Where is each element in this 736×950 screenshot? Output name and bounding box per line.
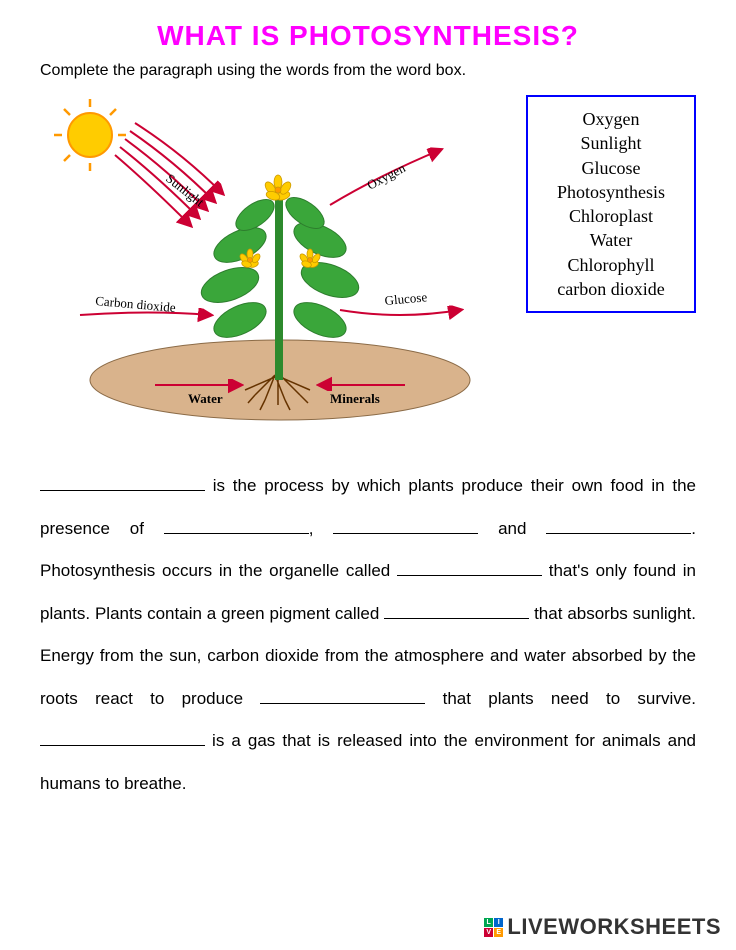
wordbox-item: Photosynthesis bbox=[536, 180, 686, 204]
instructions-text: Complete the paragraph using the words f… bbox=[40, 62, 696, 80]
label-water: Water bbox=[188, 391, 223, 406]
wordbox-item: Glucose bbox=[536, 156, 686, 180]
blank-6[interactable] bbox=[384, 600, 529, 619]
wordbox-item: Water bbox=[536, 228, 686, 252]
watermark-text: LIVEWORKSHEETS bbox=[507, 914, 721, 940]
label-minerals: Minerals bbox=[330, 391, 380, 406]
blank-7[interactable] bbox=[260, 685, 425, 704]
text-frag: and bbox=[478, 519, 546, 538]
label-glucose: Glucose bbox=[384, 289, 428, 308]
text-frag: that plants need to survive. bbox=[425, 689, 696, 708]
wordbox-item: carbon dioxide bbox=[536, 277, 686, 301]
diagram-area: Sunlight Oxygen Carbon dioxide Glucose W… bbox=[40, 95, 696, 435]
blank-8[interactable] bbox=[40, 727, 205, 746]
photosynthesis-diagram: Sunlight Oxygen Carbon dioxide Glucose W… bbox=[40, 95, 520, 435]
wordbox-item: Oxygen bbox=[536, 107, 686, 131]
watermark-logo-icon: L I V E bbox=[484, 918, 503, 937]
wordbox-item: Chloroplast bbox=[536, 204, 686, 228]
blank-4[interactable] bbox=[546, 515, 691, 534]
wordbox-item: Sunlight bbox=[536, 131, 686, 155]
blank-2[interactable] bbox=[164, 515, 309, 534]
wordbox-item: Chlorophyll bbox=[536, 253, 686, 277]
label-oxygen: Oxygen bbox=[364, 160, 408, 193]
page-title: What is Photosynthesis? bbox=[40, 20, 696, 52]
blank-5[interactable] bbox=[397, 557, 542, 576]
text-frag: , bbox=[309, 519, 334, 538]
fill-paragraph: is the process by which plants produce t… bbox=[40, 465, 696, 805]
blank-1[interactable] bbox=[40, 472, 205, 491]
word-box: Oxygen Sunlight Glucose Photosynthesis C… bbox=[526, 95, 696, 313]
watermark: L I V E LIVEWORKSHEETS bbox=[484, 914, 721, 940]
blank-3[interactable] bbox=[333, 515, 478, 534]
